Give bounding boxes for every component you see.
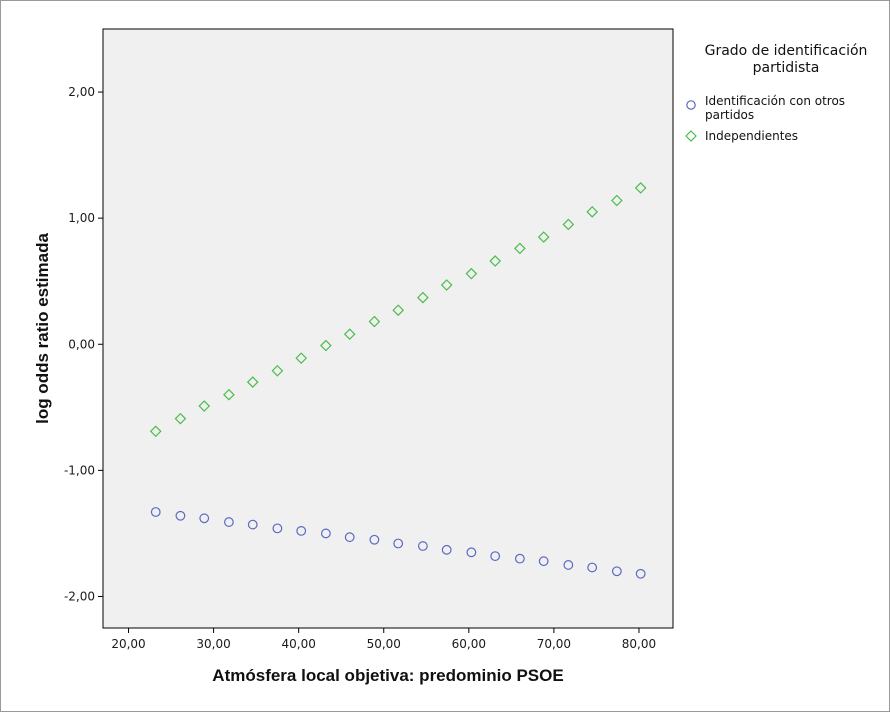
series-1-point [150, 507, 161, 517]
x-tick-label: 70,00 [537, 637, 571, 651]
series-2-point [586, 206, 599, 218]
series-2-point [320, 339, 332, 352]
series-2-point [514, 242, 526, 255]
y-tick-label: -2,00 [64, 589, 95, 603]
series-1-point [490, 551, 501, 562]
series-1-point [635, 568, 646, 579]
series-2-point [343, 328, 356, 341]
series-2-point [562, 218, 575, 231]
y-tick-label: -1,00 [64, 463, 95, 477]
series-2-point [465, 267, 478, 280]
legend-series-1-line-2: partidos [705, 108, 754, 122]
y-tick-label: 2,00 [68, 85, 95, 99]
y-tick-label: 0,00 [68, 337, 95, 351]
series-2-point [174, 412, 187, 425]
series-1-point [224, 517, 234, 527]
series-2-point [489, 255, 502, 267]
series-2-point [271, 364, 284, 377]
series-2-point [198, 400, 211, 412]
series-1-point [441, 544, 452, 555]
series-2-point [223, 388, 235, 401]
series-1-point [514, 553, 525, 564]
y-tick-label: 1,00 [68, 211, 95, 225]
data-points [149, 182, 647, 579]
series-1-point [175, 510, 186, 521]
series-1-point [369, 534, 380, 545]
series-2-point [537, 231, 550, 243]
legend-title-line-2: partidista [753, 60, 820, 76]
series-1-point [320, 528, 331, 539]
series-2-point [295, 352, 308, 364]
x-tick-label: 60,00 [452, 637, 486, 651]
legend-title-line-1: Grado de identificación [705, 43, 868, 59]
x-axis-title: Atmósfera local objetiva: predominio PSO… [212, 666, 563, 685]
series-1-point [417, 541, 428, 551]
plot-area [102, 28, 674, 629]
x-tick-label: 50,00 [367, 637, 401, 651]
series-2-point [440, 279, 453, 291]
legend-circle-icon [686, 100, 696, 110]
series-1-point [563, 560, 574, 570]
series-1-point [272, 523, 283, 534]
legend-diamond-icon [685, 130, 697, 142]
series-2-point [611, 194, 623, 207]
legend-series-2-label: Independientes [705, 129, 798, 143]
series-2-point [368, 315, 381, 328]
series-2-point [417, 291, 429, 304]
series-2-point [634, 182, 647, 194]
legend: Grado de identificación partidista Ident… [685, 43, 868, 143]
x-axis: 20,00 30,00 40,00 50,00 60,00 70,00 80,00 [111, 628, 656, 651]
series-1-point [587, 562, 598, 573]
legend-series-1-line-1: Identificación con otros [705, 94, 845, 108]
series-1-point [466, 547, 477, 558]
series-2-point [392, 304, 405, 317]
series-1-point [344, 532, 355, 543]
y-axis-title: log odds ratio estimada [33, 233, 52, 424]
series-1-point [296, 525, 307, 536]
y-axis: 2,00 1,00 0,00 -1,00 -2,00 [64, 85, 103, 603]
series-1-point [611, 566, 622, 577]
series-1-point [247, 519, 258, 530]
x-tick-label: 20,00 [111, 637, 145, 651]
series-1-point [538, 556, 549, 567]
x-tick-label: 40,00 [281, 637, 315, 651]
x-tick-label: 80,00 [622, 637, 656, 651]
x-tick-label: 30,00 [196, 637, 230, 651]
series-1-point [393, 538, 404, 549]
series-1-point [199, 513, 210, 524]
series-2-point [246, 376, 259, 388]
series-2-point [149, 425, 162, 438]
